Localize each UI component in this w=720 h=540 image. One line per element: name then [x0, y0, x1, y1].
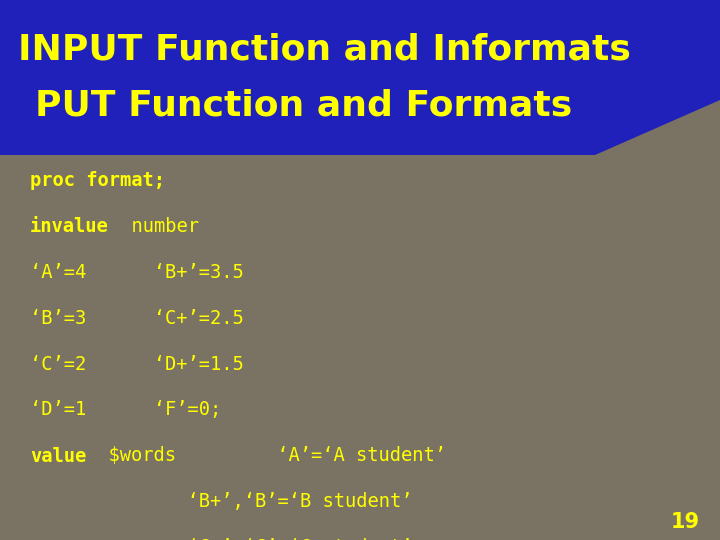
Text: proc format;: proc format;	[30, 171, 165, 190]
Text: ‘C+’,‘C’=‘C student’: ‘C+’,‘C’=‘C student’	[30, 538, 413, 540]
Text: $words         ‘A’=‘A student’: $words ‘A’=‘A student’	[86, 447, 446, 465]
Text: 19: 19	[671, 512, 700, 532]
Text: ‘B+’,‘B’=‘B student’: ‘B+’,‘B’=‘B student’	[30, 492, 413, 511]
Text: value: value	[30, 447, 86, 465]
Text: INPUT Function and Informats: INPUT Function and Informats	[18, 33, 631, 67]
Text: number: number	[109, 217, 199, 235]
Text: ‘C’=2      ‘D+’=1.5: ‘C’=2 ‘D+’=1.5	[30, 354, 244, 374]
Text: ‘A’=4      ‘B+’=3.5: ‘A’=4 ‘B+’=3.5	[30, 262, 244, 281]
Text: ‘B’=3      ‘C+’=2.5: ‘B’=3 ‘C+’=2.5	[30, 308, 244, 327]
Text: PUT Function and Formats: PUT Function and Formats	[35, 88, 572, 122]
Text: invalue: invalue	[30, 217, 109, 235]
Text: ‘D’=1      ‘F’=0;: ‘D’=1 ‘F’=0;	[30, 401, 221, 420]
Polygon shape	[0, 0, 720, 155]
